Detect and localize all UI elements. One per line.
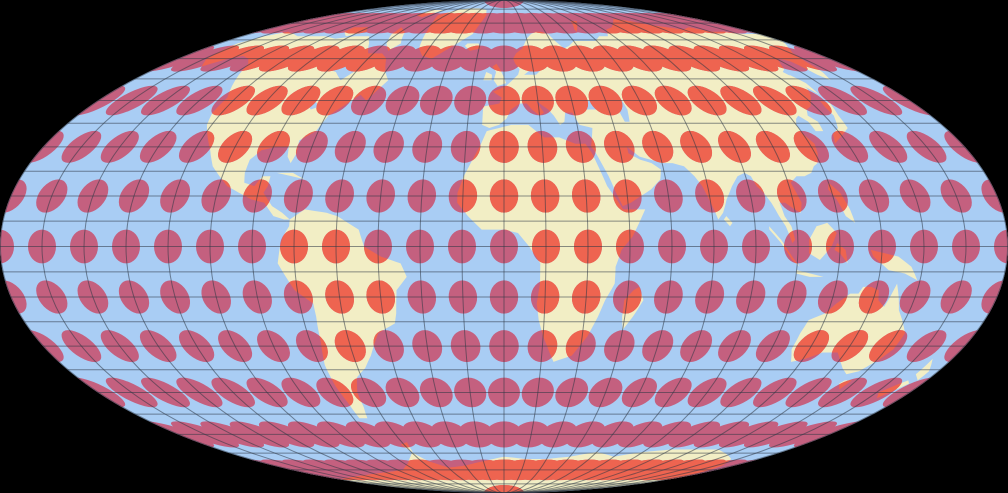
land-ireland (483, 72, 492, 81)
land-eurasia (482, 19, 831, 244)
meridian-line (419, 0, 589, 493)
land-borneo (809, 222, 837, 260)
land-sakhalin (789, 74, 820, 95)
tissot-indicatrix-north-pole (484, 0, 524, 8)
meridian-line (209, 0, 799, 493)
meridian-line (293, 0, 715, 493)
tissot-indicatrix-south-pole (484, 485, 524, 493)
tissot-indicatrix (0, 229, 14, 264)
land-cuba (276, 172, 305, 180)
meridian-line (377, 0, 631, 493)
meridian-line (41, 0, 967, 493)
meridian-line (335, 0, 673, 493)
meridian-line (125, 0, 883, 493)
meridian-line (83, 0, 925, 493)
meridian-line (167, 0, 841, 493)
meridian-line (251, 0, 757, 493)
meridian-line (461, 0, 547, 493)
tissot-indicatrix (994, 229, 1008, 264)
